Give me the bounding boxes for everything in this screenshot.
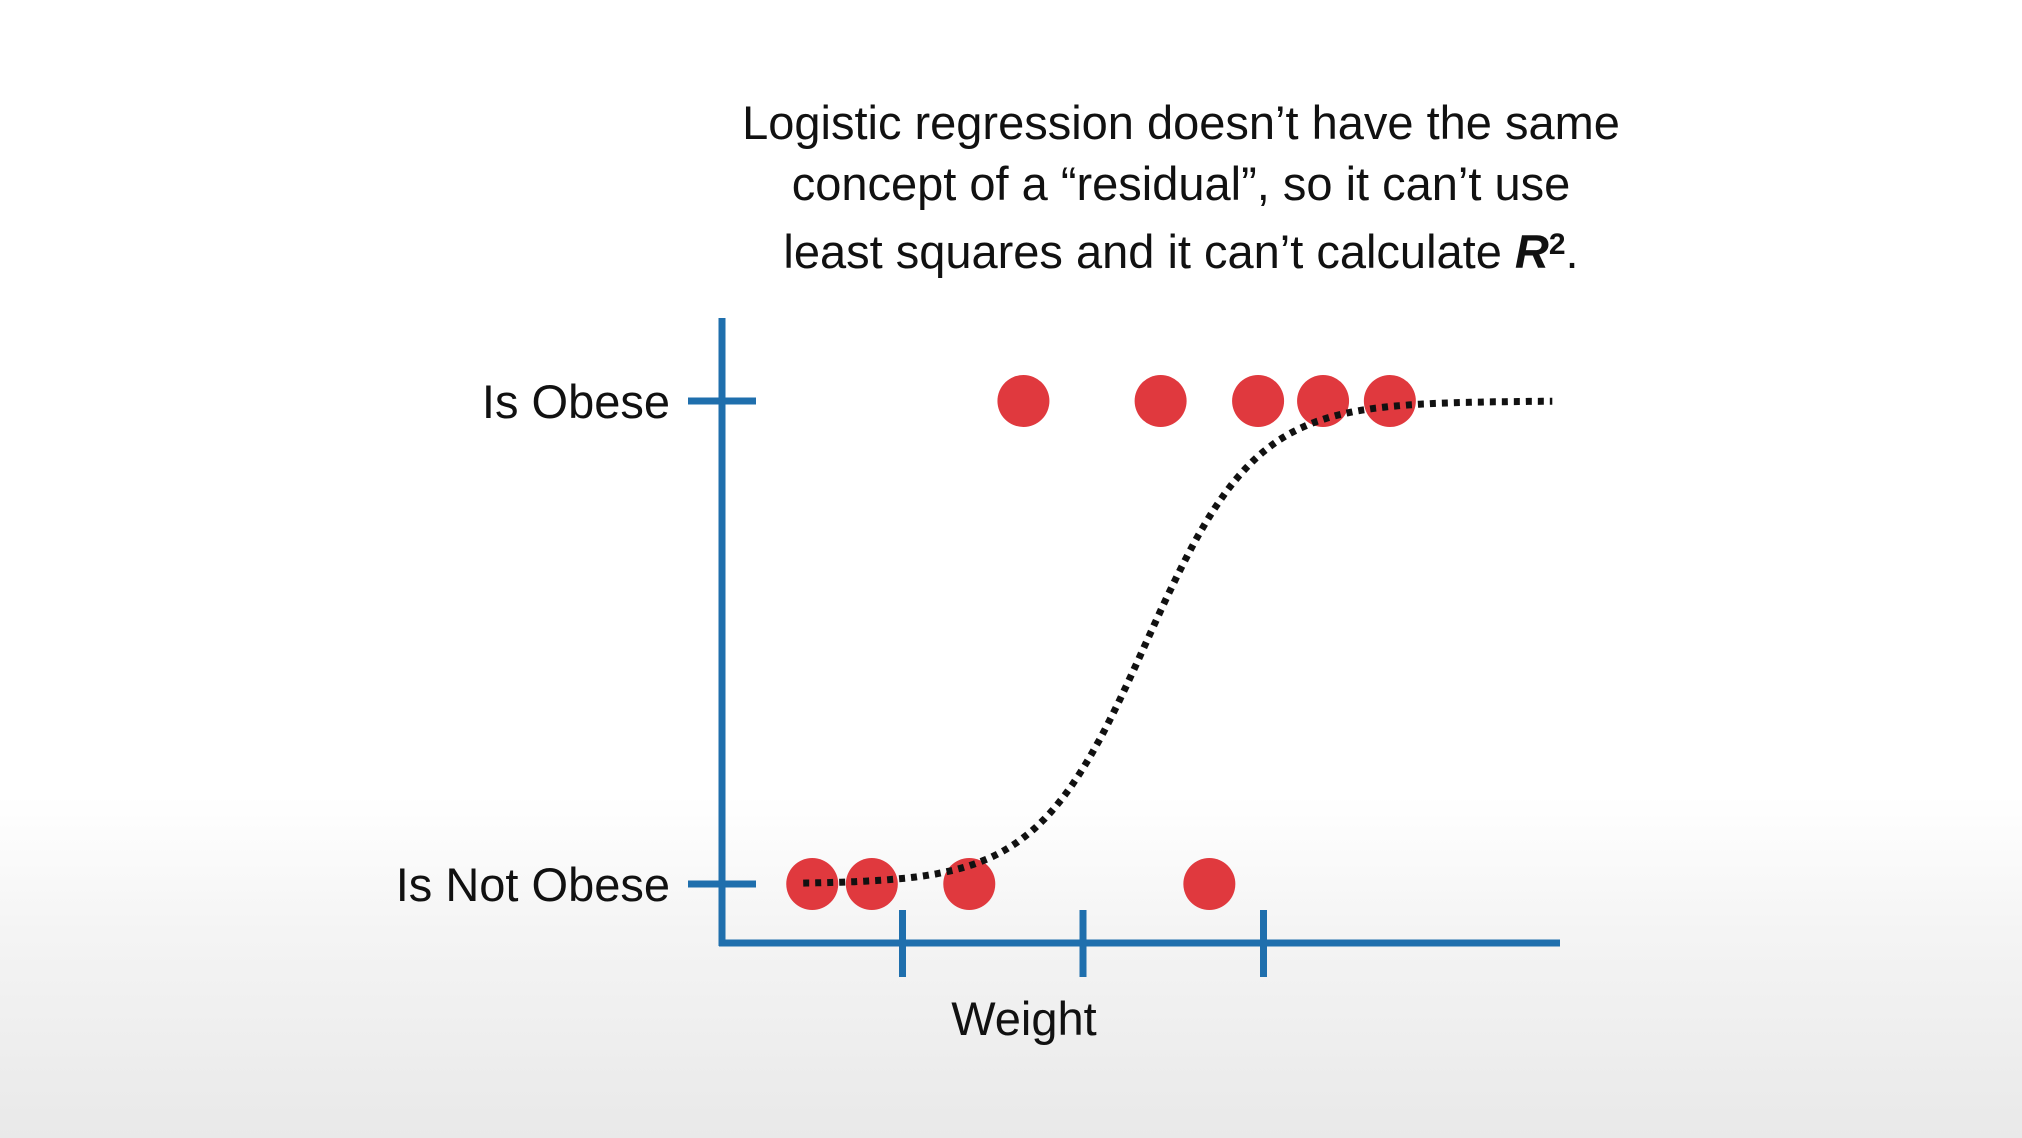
chart-axes <box>718 318 1560 947</box>
data-point <box>1363 375 1416 427</box>
data-point <box>845 858 898 910</box>
data-point <box>1134 375 1187 427</box>
x-ticks <box>899 910 1267 977</box>
r-squared-symbol: R <box>1514 225 1549 278</box>
caption-line-3-text: least squares and it can’t calculate <box>783 225 1515 278</box>
data-point <box>786 858 839 910</box>
data-point <box>1297 375 1350 427</box>
caption-line-1: Logistic regression doesn’t have the sam… <box>742 96 1620 149</box>
x-axis-label: Weight <box>951 992 1096 1045</box>
data-point <box>997 375 1050 427</box>
y-tick-label-not-obese: Is Not Obese <box>396 858 670 911</box>
caption-line-3: least squares and it can’t calculate R2. <box>611 214 1751 282</box>
chart-caption: Logistic regression doesn’t have the sam… <box>611 92 1751 282</box>
logistic-curve <box>803 397 1553 887</box>
y-ticks <box>688 397 756 888</box>
data-point <box>1232 375 1285 427</box>
caption-line-2: concept of a “residual”, so it can’t use <box>791 157 1571 210</box>
y-tick-labels: Is Not Obese Is Obese <box>396 375 670 911</box>
y-tick-label-obese: Is Obese <box>482 375 670 428</box>
data-points <box>786 375 1416 910</box>
r-squared-superscript: 2 <box>1548 228 1566 261</box>
caption-period: . <box>1565 225 1579 278</box>
data-point <box>943 858 996 910</box>
data-point <box>1183 858 1236 910</box>
